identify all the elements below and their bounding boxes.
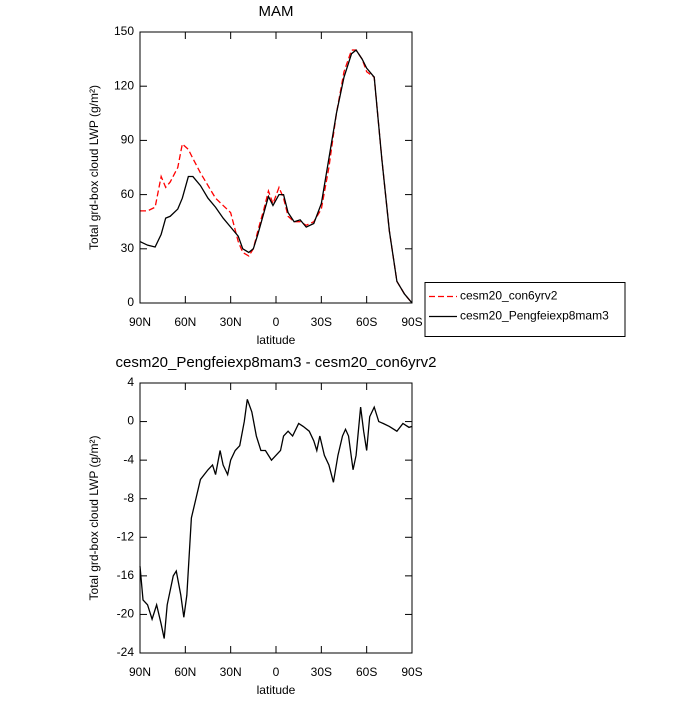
plot-frame — [139, 382, 413, 654]
data-line — [140, 49, 413, 304]
x-tick-label: 30S — [311, 665, 332, 679]
x-tick-label: 90N — [129, 315, 151, 329]
y-tick-label: 30 — [121, 241, 135, 255]
y-tick-label: -12 — [117, 529, 135, 543]
x-tick-label: 90S — [401, 315, 422, 329]
legend-label: cesm20_Pengfeiexp8mam3 — [460, 309, 609, 323]
data-line — [139, 399, 413, 639]
x-tick-label: 0 — [273, 665, 280, 679]
x-tick-label: 30N — [220, 665, 242, 679]
y-tick-label: 90 — [121, 133, 135, 147]
x-tick-label: 60S — [356, 315, 377, 329]
x-tick-label: 60S — [356, 665, 377, 679]
y-tick-label: -20 — [117, 607, 135, 621]
chart-title: cesm20_Pengfeiexp8mam3 - cesm20_con6yrv2 — [116, 354, 437, 371]
x-axis-label: latitude — [257, 683, 296, 697]
chart-title: MAM — [259, 3, 294, 20]
x-tick-label: 30S — [311, 315, 332, 329]
y-axis-label: Total grd-box cloud LWP (g/m²) — [87, 85, 101, 250]
y-tick-label: -4 — [123, 452, 134, 466]
y-tick-label: 0 — [127, 295, 134, 309]
y-tick-label: -16 — [117, 568, 135, 582]
legend-label: cesm20_con6yrv2 — [460, 289, 558, 303]
y-tick-label: 4 — [127, 375, 134, 389]
plot-frame — [139, 31, 413, 304]
x-tick-label: 90N — [129, 665, 151, 679]
x-tick-label: 90S — [401, 665, 422, 679]
legend-box — [424, 282, 626, 337]
y-tick-label: 150 — [114, 24, 134, 38]
y-tick-label: 120 — [114, 78, 134, 92]
y-tick-label: 0 — [127, 414, 134, 428]
y-axis-label: Total grd-box cloud LWP (g/m²) — [87, 436, 101, 601]
y-tick-label: -8 — [123, 491, 134, 505]
x-tick-label: 30N — [220, 315, 242, 329]
y-tick-label: -24 — [117, 645, 135, 659]
data-line — [139, 49, 413, 304]
x-tick-label: 0 — [273, 315, 280, 329]
y-tick-label: 60 — [121, 187, 135, 201]
x-tick-label: 60N — [174, 665, 196, 679]
x-tick-label: 60N — [174, 315, 196, 329]
x-axis-label: latitude — [257, 333, 296, 347]
